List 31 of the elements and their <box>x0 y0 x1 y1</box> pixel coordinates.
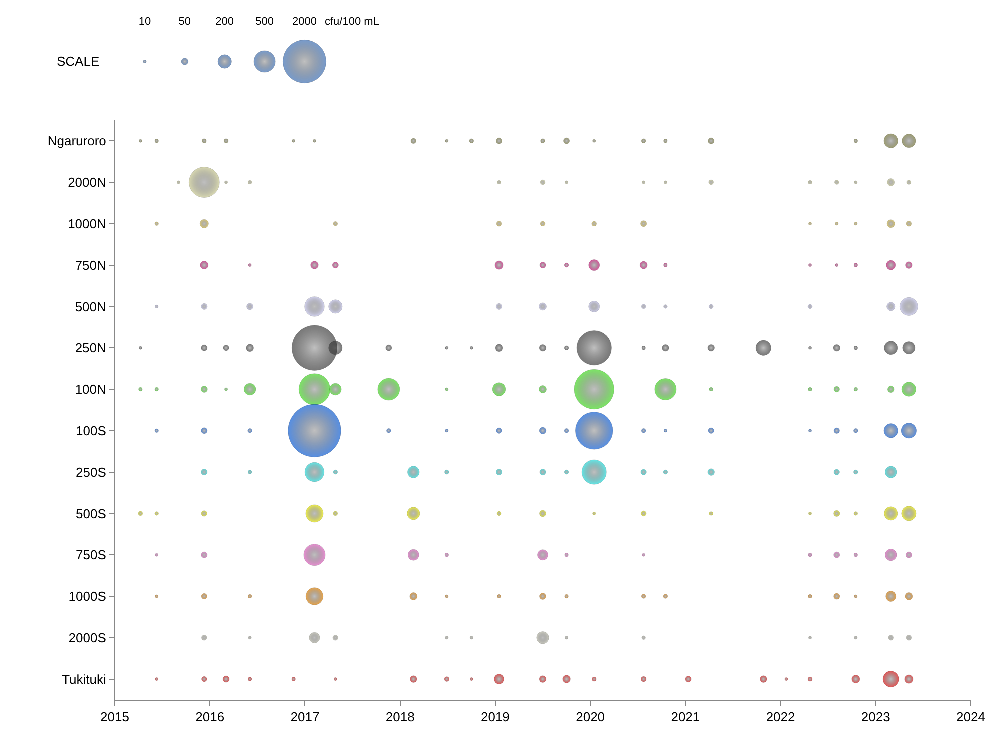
y-tick-label: 750N <box>75 258 106 273</box>
text: cfu/100 mL <box>325 16 380 28</box>
y-tick-label: 100S <box>76 423 107 438</box>
x-tick-label: 2019 <box>480 710 510 725</box>
y-tick-label: 1000N <box>68 216 106 232</box>
y-tick-label: 100N <box>75 382 106 398</box>
legend-label: 200 <box>216 16 234 28</box>
legend-label: 2000 <box>292 16 317 28</box>
x-tick-label: 2023 <box>861 710 890 725</box>
x-tick-label: 2024 <box>956 710 986 725</box>
x-tick-label: 2017 <box>290 710 320 725</box>
y-tick-label: 2000N <box>68 175 106 190</box>
y-tick-label: 500S <box>76 506 107 522</box>
x-tick-label: 2016 <box>196 710 225 725</box>
y-tick-label: 2000S <box>68 630 107 646</box>
y-tick-label: 750S <box>76 548 107 563</box>
x-tick-label: 2020 <box>576 710 606 725</box>
legend-label: 10 <box>138 16 152 28</box>
text: SCALE <box>57 54 100 69</box>
x-tick-label: 2015 <box>100 710 130 725</box>
x-tick-label: 2022 <box>766 710 796 725</box>
x-tick-label: 2018 <box>386 710 415 725</box>
y-tick-label: 250N <box>75 340 106 356</box>
y-tick-label: 500N <box>75 299 106 314</box>
y-tick-label: 250S <box>76 464 107 480</box>
legend-label: 500 <box>256 16 274 28</box>
y-tick-label: 1000S <box>68 589 107 604</box>
y-tick-label: Ngaruroro <box>48 134 106 149</box>
y-tick-label: Tukituki <box>62 672 107 687</box>
legend-label: 50 <box>178 16 192 28</box>
x-tick-label: 2021 <box>671 710 700 725</box>
